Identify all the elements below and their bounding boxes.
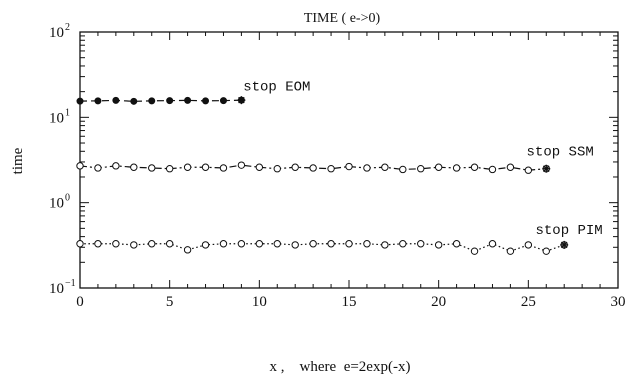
data-point — [130, 241, 138, 249]
data-point — [417, 240, 425, 248]
series-3 — [76, 240, 568, 255]
data-point — [417, 165, 425, 173]
y-tick-label: 10 — [49, 25, 64, 41]
data-point — [165, 240, 174, 248]
y-tick-label: 10 — [49, 281, 64, 297]
data-point — [219, 240, 228, 248]
series-line — [79, 164, 547, 171]
data-point — [291, 241, 299, 249]
y-tick-exponent: 1 — [65, 107, 70, 118]
data-point — [183, 246, 192, 254]
end-star-marker — [560, 240, 569, 249]
data-point — [506, 247, 515, 255]
data-point — [112, 162, 120, 170]
data-point — [94, 164, 102, 172]
data-point — [255, 163, 264, 171]
data-point — [434, 241, 443, 249]
data-point — [434, 163, 443, 171]
y-tick-exponent: 2 — [65, 22, 70, 33]
data-point — [76, 240, 84, 248]
data-point — [524, 241, 533, 249]
x-tick-label: 10 — [252, 294, 267, 310]
y-tick-exponent: −1 — [65, 278, 76, 289]
annotation-label: stop PIM — [536, 223, 603, 239]
x-tick-label: 5 — [166, 294, 174, 310]
data-point — [399, 165, 407, 174]
data-point — [219, 97, 227, 105]
data-point — [452, 240, 461, 248]
y-axis-title: time — [10, 147, 26, 174]
data-point — [94, 97, 102, 105]
x-tick-label: 15 — [342, 294, 357, 310]
end-star-marker — [542, 164, 551, 173]
x-tick-label: 25 — [521, 294, 536, 310]
y-tick-exponent: 0 — [65, 193, 70, 204]
series-layer — [76, 96, 569, 255]
series-1 — [76, 96, 245, 105]
y-tick-label: 10 — [49, 196, 64, 212]
x-tick-label: 30 — [611, 294, 626, 310]
data-point — [148, 97, 156, 105]
data-point — [345, 240, 353, 248]
data-point — [399, 240, 407, 248]
data-point — [524, 166, 533, 174]
data-point — [165, 165, 174, 173]
data-point — [327, 240, 335, 248]
data-point — [76, 162, 84, 170]
x-tick-label: 0 — [76, 294, 84, 310]
x-axis-title: x , where e=2exp(-x) — [270, 359, 411, 375]
data-point — [327, 165, 335, 173]
data-point — [309, 164, 317, 172]
data-point — [363, 164, 371, 172]
data-point — [112, 240, 120, 248]
data-point — [184, 96, 192, 104]
end-star-marker — [237, 96, 246, 105]
data-point — [76, 97, 84, 105]
data-point — [273, 165, 281, 173]
data-point — [470, 163, 479, 171]
series-2 — [76, 161, 550, 174]
data-point — [309, 240, 317, 248]
chart-title: TIME ( e->0) — [304, 11, 381, 26]
data-point — [130, 97, 138, 105]
y-tick-label: 10 — [49, 110, 64, 126]
series-line — [80, 243, 565, 252]
axis-ticks — [79, 32, 619, 289]
data-point — [202, 97, 210, 105]
data-point — [345, 162, 353, 171]
data-point — [94, 240, 102, 248]
data-point — [201, 163, 210, 171]
data-point — [381, 241, 389, 249]
data-point — [488, 240, 497, 248]
series-line — [79, 99, 242, 102]
data-point — [148, 164, 156, 172]
data-point — [363, 240, 371, 248]
data-point — [273, 240, 281, 248]
annotation-label: stop EOM — [243, 80, 310, 96]
x-tick-label: 20 — [431, 294, 446, 310]
data-point — [130, 163, 138, 171]
data-point — [452, 164, 461, 172]
data-point — [237, 161, 246, 169]
data-point — [255, 240, 264, 248]
data-point — [237, 240, 246, 248]
data-point — [112, 96, 120, 104]
data-point — [201, 241, 210, 249]
data-point — [542, 247, 550, 255]
data-point — [506, 163, 515, 171]
annotation-label: stop SSM — [527, 145, 594, 161]
data-point — [148, 240, 156, 248]
data-point — [166, 97, 174, 105]
data-point — [381, 163, 389, 171]
data-point — [470, 247, 479, 255]
data-point — [183, 163, 192, 171]
data-point — [291, 163, 299, 171]
data-point — [488, 165, 497, 174]
data-point — [219, 164, 228, 172]
